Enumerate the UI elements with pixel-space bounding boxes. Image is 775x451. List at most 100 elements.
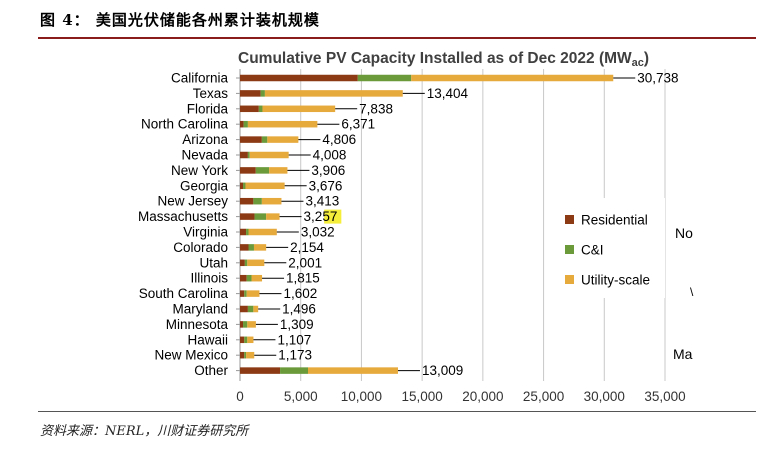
highlight-box	[324, 209, 342, 224]
legend-label: Residential	[581, 213, 648, 228]
bar-segment-c-i	[243, 120, 248, 128]
category-label: Illinois	[190, 271, 228, 286]
bar-segment-c-i	[253, 197, 262, 205]
total-label: 2,154	[290, 240, 324, 255]
clipped-text-3: Ma	[673, 346, 693, 362]
category-label: Florida	[187, 101, 229, 116]
x-tick-label: 25,000	[523, 389, 564, 404]
category-label: Arizona	[182, 132, 228, 147]
bar-segment-utility-scale	[308, 367, 398, 374]
bar-segment-utility-scale	[246, 290, 260, 297]
total-label: 1,173	[278, 348, 312, 363]
total-label: 1,496	[282, 302, 316, 317]
bar-segment-residential	[240, 367, 281, 374]
bar-segment-residential	[240, 228, 247, 236]
bar-segment-utility-scale	[246, 351, 255, 359]
bar-segment-c-i	[357, 74, 412, 82]
bar-segment-c-i	[244, 259, 248, 267]
category-label: Massachusetts	[138, 209, 228, 224]
category-label: Minnesota	[166, 317, 229, 332]
total-label: 1,602	[283, 286, 317, 301]
bar-segment-c-i	[244, 336, 248, 344]
bar-segment-utility-scale	[248, 228, 277, 236]
total-label: 3,676	[309, 178, 343, 193]
legend-swatch	[565, 245, 574, 254]
bar-segment-c-i	[246, 274, 252, 282]
bar-segment-c-i	[247, 151, 250, 159]
chart-title: Cumulative PV Capacity Installed as of D…	[238, 50, 649, 69]
category-label: California	[171, 71, 229, 86]
category-label: Virginia	[183, 225, 228, 240]
category-label: Texas	[193, 86, 229, 101]
total-label: 3,257	[304, 209, 338, 224]
bar-segment-utility-scale	[253, 305, 259, 313]
bar-segment-c-i	[243, 321, 248, 328]
total-label: 6,371	[341, 117, 375, 132]
category-label: Nevada	[181, 148, 228, 163]
bar-segment-c-i	[244, 290, 247, 297]
bar-segment-utility-scale	[253, 244, 267, 251]
category-label: Colorado	[173, 240, 228, 255]
bar-segment-residential	[240, 290, 245, 297]
bar-segment-utility-scale	[261, 197, 282, 205]
bar-segment-residential	[240, 90, 261, 97]
total-label: 13,404	[427, 86, 469, 101]
category-label: Maryland	[172, 302, 228, 317]
bar-segment-c-i	[248, 244, 254, 251]
bar-segment-residential	[240, 244, 249, 251]
figure-header: 图 4： 美国光伏储能各州累计装机规模	[0, 0, 775, 39]
bar-segment-residential	[240, 74, 358, 82]
bar-segment-residential	[240, 182, 244, 190]
total-label: 4,806	[322, 132, 356, 147]
bar-segment-utility-scale	[247, 336, 254, 344]
bar-segment-c-i	[280, 367, 308, 374]
category-label: New Jersey	[157, 194, 228, 209]
category-label: New Mexico	[154, 348, 228, 363]
total-label: 13,009	[422, 363, 463, 378]
x-tick-label: 15,000	[401, 389, 442, 404]
total-label: 1,107	[277, 332, 311, 347]
bar-segment-c-i	[243, 182, 246, 190]
bar-segment-residential	[240, 213, 255, 220]
bar-segment-utility-scale	[262, 105, 336, 113]
total-label: 30,738	[637, 71, 678, 86]
bar-segment-utility-scale	[269, 167, 288, 174]
bar-segment-utility-scale	[247, 259, 265, 267]
bar-segment-utility-scale	[411, 74, 614, 82]
x-tick-label: 30,000	[584, 389, 625, 404]
category-label: Hawaii	[187, 332, 228, 347]
bar-segment-residential	[240, 197, 254, 205]
bar-segment-residential	[240, 120, 244, 128]
legend-box	[557, 198, 665, 298]
bar-segment-residential	[240, 321, 244, 328]
bar-segment-residential	[240, 336, 245, 344]
bar-segment-residential	[240, 136, 262, 143]
legend-label: C&I	[581, 243, 604, 258]
figure-title: 图 4： 美国光伏储能各州累计装机规模	[40, 11, 320, 29]
bar-segment-residential	[240, 351, 245, 359]
footer-rule	[38, 411, 756, 412]
total-label: 3,906	[311, 163, 345, 178]
total-label: 3,032	[301, 225, 335, 240]
bar-segment-c-i	[255, 167, 270, 174]
category-label: Utah	[199, 255, 228, 270]
bar-segment-residential	[240, 105, 259, 113]
x-tick-label: 10,000	[341, 389, 382, 404]
bar-segment-residential	[240, 167, 256, 174]
bar-segment-residential	[240, 259, 245, 267]
legend-swatch	[565, 215, 574, 224]
category-label: South Carolina	[139, 286, 229, 301]
bar-segment-utility-scale	[266, 213, 280, 220]
bar-segment-c-i	[258, 105, 263, 113]
bar-segment-utility-scale	[247, 120, 318, 128]
clipped-text-2: \	[690, 285, 694, 299]
x-tick-label: 35,000	[644, 389, 685, 404]
clipped-text-1: No	[675, 225, 693, 241]
legend-label: Utility-scale	[581, 273, 650, 288]
bar-segment-c-i	[244, 351, 247, 359]
bar-segment-utility-scale	[267, 136, 299, 143]
bar-segment-residential	[240, 305, 248, 313]
total-label: 3,413	[305, 194, 339, 209]
bar-segment-c-i	[247, 305, 254, 313]
